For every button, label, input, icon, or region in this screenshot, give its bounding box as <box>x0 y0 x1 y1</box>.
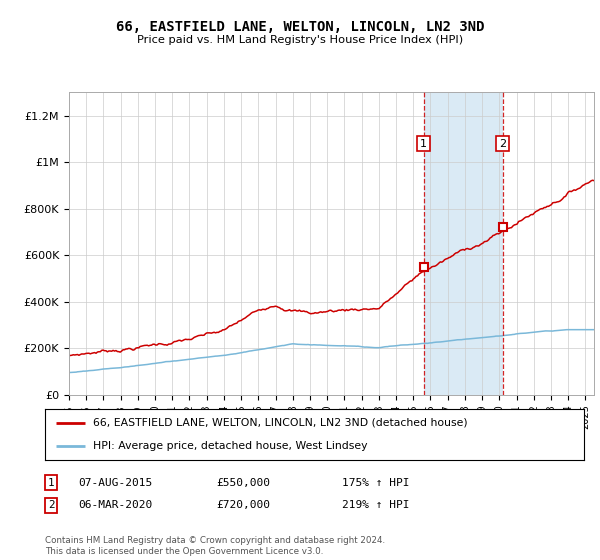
Bar <box>424 92 503 395</box>
Text: £720,000: £720,000 <box>216 500 270 510</box>
Text: HPI: Average price, detached house, West Lindsey: HPI: Average price, detached house, West… <box>94 441 368 451</box>
Text: Price paid vs. HM Land Registry's House Price Index (HPI): Price paid vs. HM Land Registry's House … <box>137 35 463 45</box>
Text: 219% ↑ HPI: 219% ↑ HPI <box>342 500 409 510</box>
Text: 66, EASTFIELD LANE, WELTON, LINCOLN, LN2 3ND (detached house): 66, EASTFIELD LANE, WELTON, LINCOLN, LN2… <box>94 418 468 428</box>
Text: 06-MAR-2020: 06-MAR-2020 <box>78 500 152 510</box>
Text: 2: 2 <box>48 500 54 510</box>
Text: 175% ↑ HPI: 175% ↑ HPI <box>342 478 409 488</box>
Text: 66, EASTFIELD LANE, WELTON, LINCOLN, LN2 3ND: 66, EASTFIELD LANE, WELTON, LINCOLN, LN2… <box>116 20 484 34</box>
Text: 2: 2 <box>499 138 506 148</box>
Text: 07-AUG-2015: 07-AUG-2015 <box>78 478 152 488</box>
Text: 1: 1 <box>420 138 427 148</box>
Text: £550,000: £550,000 <box>216 478 270 488</box>
Text: 1: 1 <box>48 478 54 488</box>
Text: Contains HM Land Registry data © Crown copyright and database right 2024.
This d: Contains HM Land Registry data © Crown c… <box>45 536 385 556</box>
